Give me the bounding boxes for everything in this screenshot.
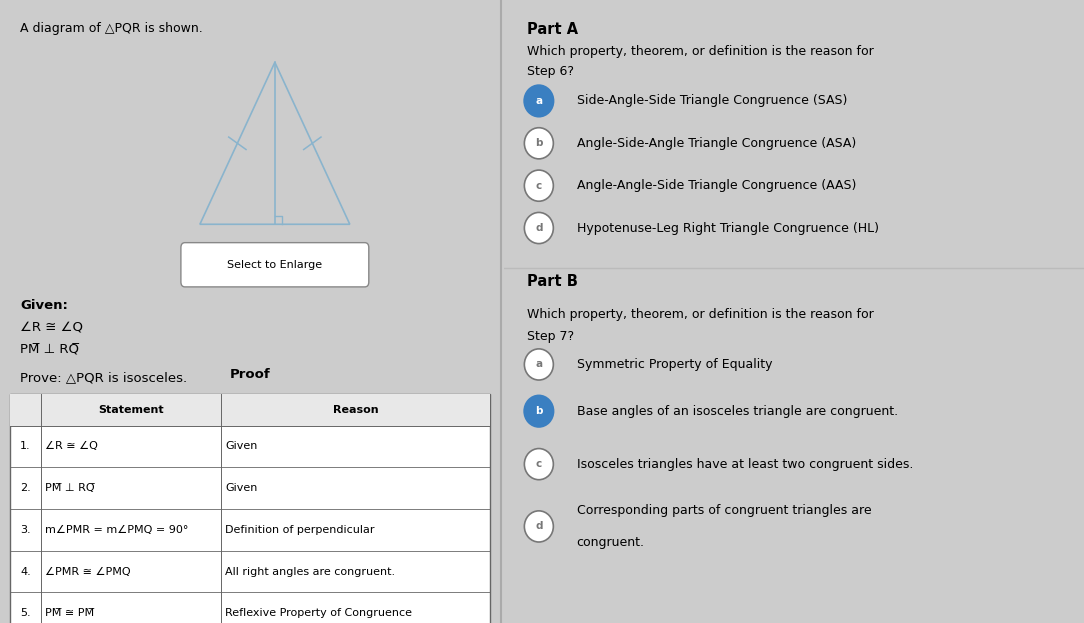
Text: Base angles of an isosceles triangle are congruent.: Base angles of an isosceles triangle are… <box>577 405 898 417</box>
Text: Statement: Statement <box>99 405 164 415</box>
Text: ∠R ≅ ∠Q: ∠R ≅ ∠Q <box>20 321 83 334</box>
Text: Reflexive Property of Congruence: Reflexive Property of Congruence <box>225 608 412 619</box>
Text: Side-Angle-Side Triangle Congruence (SAS): Side-Angle-Side Triangle Congruence (SAS… <box>577 95 847 107</box>
Text: Step 6?: Step 6? <box>527 65 575 78</box>
Circle shape <box>525 128 553 159</box>
Text: PM̅ ⊥ RQ̅: PM̅ ⊥ RQ̅ <box>20 344 79 357</box>
Text: congruent.: congruent. <box>577 536 645 548</box>
Text: Prove: △PQR is isosceles.: Prove: △PQR is isosceles. <box>20 371 188 384</box>
Text: All right angles are congruent.: All right angles are congruent. <box>225 566 396 577</box>
Text: PM̅ ⊥ RQ̅: PM̅ ⊥ RQ̅ <box>46 483 94 493</box>
Text: 5.: 5. <box>21 608 31 619</box>
Text: 1.: 1. <box>21 441 31 452</box>
Text: ∠R ≅ ∠Q: ∠R ≅ ∠Q <box>46 441 98 452</box>
Text: Select to Enlarge: Select to Enlarge <box>228 260 322 270</box>
Text: Which property, theorem, or definition is the reason for: Which property, theorem, or definition i… <box>527 45 874 58</box>
Circle shape <box>525 85 553 117</box>
Text: ∠PMR ≅ ∠PMQ: ∠PMR ≅ ∠PMQ <box>46 566 131 577</box>
Text: d: d <box>535 521 543 531</box>
Bar <box>10 394 490 623</box>
FancyBboxPatch shape <box>181 242 369 287</box>
Text: Given: Given <box>225 483 258 493</box>
Text: d: d <box>535 223 543 233</box>
Text: b: b <box>535 406 543 416</box>
Text: A diagram of △PQR is shown.: A diagram of △PQR is shown. <box>20 22 203 35</box>
Text: m∠PMR = m∠PMQ = 90°: m∠PMR = m∠PMQ = 90° <box>46 525 189 535</box>
Text: b: b <box>535 138 543 148</box>
Text: Angle-Side-Angle Triangle Congruence (ASA): Angle-Side-Angle Triangle Congruence (AS… <box>577 137 855 150</box>
Circle shape <box>525 212 553 244</box>
Circle shape <box>525 511 553 542</box>
Text: Part A: Part A <box>527 22 579 37</box>
Text: Hypotenuse-Leg Right Triangle Congruence (HL): Hypotenuse-Leg Right Triangle Congruence… <box>577 222 878 234</box>
Bar <box>10 394 490 426</box>
Text: 4.: 4. <box>21 566 31 577</box>
Text: Given: Given <box>225 441 258 452</box>
Text: a: a <box>535 96 542 106</box>
Text: 3.: 3. <box>21 525 31 535</box>
Circle shape <box>525 349 553 380</box>
Text: Isosceles triangles have at least two congruent sides.: Isosceles triangles have at least two co… <box>577 458 913 470</box>
Text: c: c <box>535 181 542 191</box>
Text: Proof: Proof <box>230 368 270 381</box>
Text: Which property, theorem, or definition is the reason for: Which property, theorem, or definition i… <box>527 308 874 321</box>
Circle shape <box>525 170 553 201</box>
Circle shape <box>525 449 553 480</box>
Text: Part B: Part B <box>527 274 578 289</box>
Text: PM̅ ≅ PM̅: PM̅ ≅ PM̅ <box>46 608 94 619</box>
Text: Angle-Angle-Side Triangle Congruence (AAS): Angle-Angle-Side Triangle Congruence (AA… <box>577 179 856 192</box>
Text: Reason: Reason <box>333 405 378 415</box>
Text: a: a <box>535 359 542 369</box>
Text: Given:: Given: <box>20 299 68 312</box>
Text: 2.: 2. <box>21 483 31 493</box>
Circle shape <box>525 396 553 427</box>
Text: Step 7?: Step 7? <box>527 330 575 343</box>
Text: Definition of perpendicular: Definition of perpendicular <box>225 525 375 535</box>
Text: Symmetric Property of Equality: Symmetric Property of Equality <box>577 358 772 371</box>
Text: c: c <box>535 459 542 469</box>
Text: Corresponding parts of congruent triangles are: Corresponding parts of congruent triangl… <box>577 505 872 517</box>
